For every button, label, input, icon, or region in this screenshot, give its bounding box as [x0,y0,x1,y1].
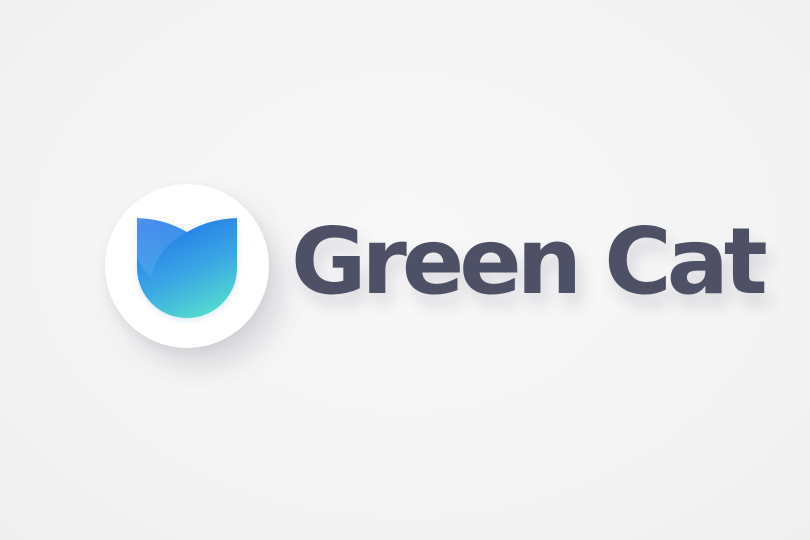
logo-badge [105,184,269,348]
brand-wordmark: Green Cat [291,208,768,315]
cat-head-icon [137,218,237,318]
